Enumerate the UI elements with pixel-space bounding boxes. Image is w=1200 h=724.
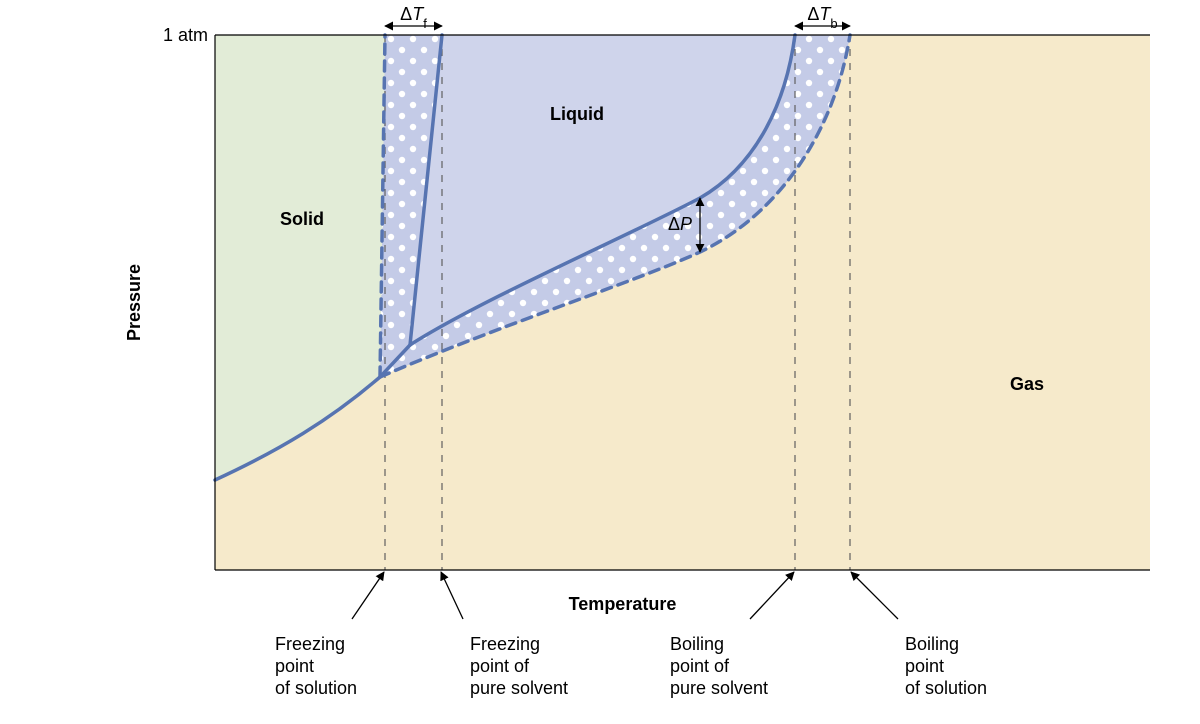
y-axis-label: Pressure xyxy=(124,264,144,341)
callout-fp-solution: Freezingpointof solution xyxy=(275,634,357,698)
x-axis-label: Temperature xyxy=(569,594,677,614)
liquid-label: Liquid xyxy=(550,104,604,124)
delta-p-label: ΔP xyxy=(668,214,692,234)
gas-label: Gas xyxy=(1010,374,1044,394)
solid-label: Solid xyxy=(280,209,324,229)
callout-arrow-fp-pure xyxy=(441,572,463,619)
callout-arrow-bp-pure xyxy=(750,572,794,619)
callout-bp-solution: Boilingpointof solution xyxy=(905,634,987,698)
y-tick-1atm: 1 atm xyxy=(163,25,208,45)
callout-bp-pure: Boilingpoint ofpure solvent xyxy=(670,634,768,698)
callout-fp-pure: Freezingpoint ofpure solvent xyxy=(470,634,568,698)
phase-diagram: 1 atm Pressure Temperature Solid Liquid … xyxy=(0,0,1200,724)
callout-arrow-fp-solution xyxy=(352,572,384,619)
callout-arrow-bp-solution xyxy=(851,572,898,619)
